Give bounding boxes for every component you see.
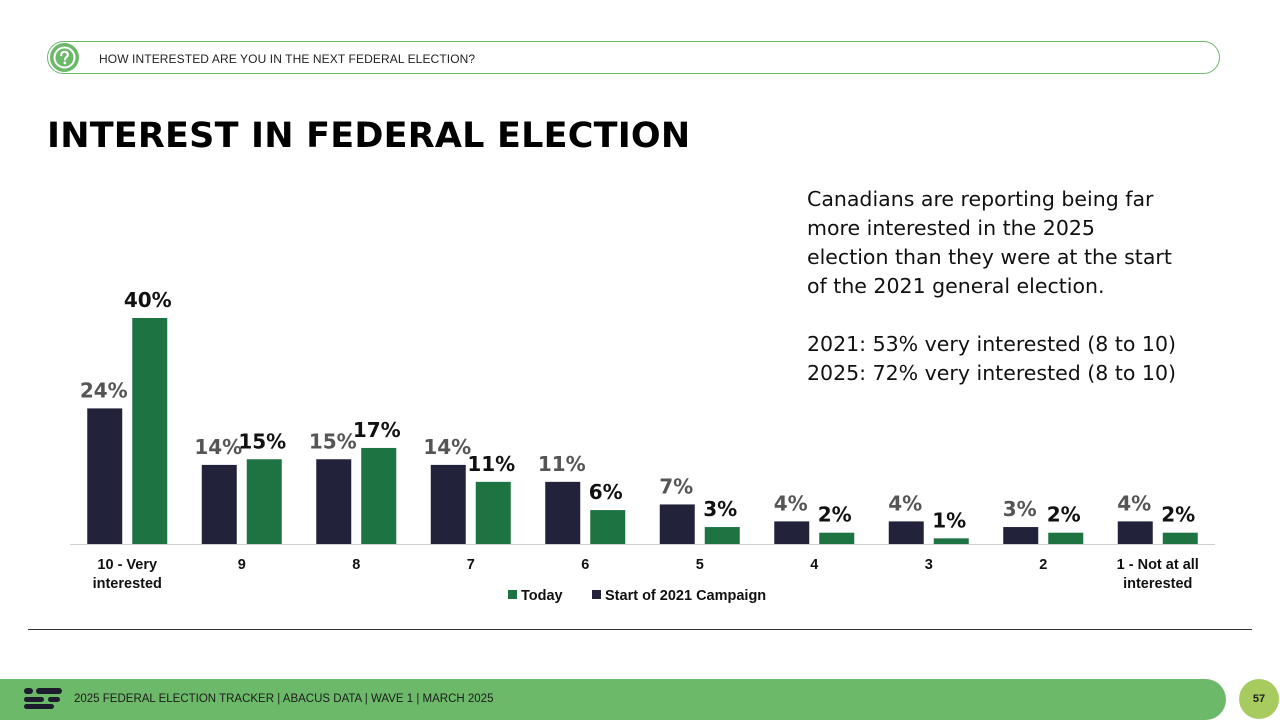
x-tick-label: 6 <box>581 557 589 573</box>
legend-swatch <box>592 590 601 599</box>
x-tick-label: 2 <box>1039 557 1047 573</box>
divider <box>28 629 1252 630</box>
bar-2021 <box>430 464 466 544</box>
insight-text: Canadians are reporting being far more i… <box>807 185 1187 388</box>
x-tick-label: 5 <box>696 557 704 573</box>
x-tick-label: 9 <box>238 557 246 573</box>
bar-today <box>1162 532 1198 544</box>
legend-label: Today <box>521 588 563 604</box>
insight-stat-2025: 2025: 72% very interested (8 to 10) <box>807 361 1177 385</box>
abacus-logo-icon <box>24 688 64 715</box>
data-label-2021: 14% <box>423 435 471 459</box>
insight-line: election than they were at the start <box>807 245 1172 269</box>
bar-2021 <box>774 521 810 544</box>
data-label-today: 2% <box>1047 503 1081 527</box>
bar-today <box>132 318 168 544</box>
data-label-2021: 14% <box>194 435 242 459</box>
data-label-today: 11% <box>467 452 515 476</box>
bar-today <box>475 481 511 544</box>
bar-today <box>933 538 969 544</box>
bar-2021 <box>201 464 237 544</box>
data-label-2021: 4% <box>888 491 922 515</box>
data-label-today: 2% <box>1161 503 1195 527</box>
bar-today <box>819 532 855 544</box>
footer-text: 2025 FEDERAL ELECTION TRACKER | ABACUS D… <box>74 693 494 705</box>
x-tick-label: 4 <box>810 557 818 573</box>
x-tick-label: 3 <box>925 557 933 573</box>
question-text: HOW INTERESTED ARE YOU IN THE NEXT FEDER… <box>99 52 476 66</box>
bar-2021 <box>545 481 581 544</box>
data-label-2021: 4% <box>1117 491 1151 515</box>
data-label-today: 17% <box>353 418 401 442</box>
bar-2021 <box>659 504 695 544</box>
page-title: INTEREST IN FEDERAL ELECTION <box>47 116 691 156</box>
page-number: 57 <box>1239 679 1279 719</box>
data-label-today: 1% <box>932 508 966 532</box>
x-tick-label: 1 - Not at all interested <box>1117 557 1199 592</box>
data-label-today: 2% <box>818 503 852 527</box>
question-bar: HOW INTERESTED ARE YOU IN THE NEXT FEDER… <box>47 41 1220 74</box>
bar-today <box>704 527 740 544</box>
bar-2021 <box>1003 527 1039 544</box>
footer: 2025 FEDERAL ELECTION TRACKER | ABACUS D… <box>0 679 1226 720</box>
data-label-today: 6% <box>589 480 623 504</box>
data-label-2021: 7% <box>659 474 693 498</box>
data-label-today: 15% <box>238 429 286 453</box>
insight-line: more interested in the 2025 <box>807 216 1095 240</box>
data-label-today: 3% <box>703 497 737 521</box>
data-label-today: 40% <box>124 288 172 312</box>
bar-chart: 24%40%10 - Very interested14%15%915%17%81… <box>70 288 1215 604</box>
data-label-2021: 15% <box>309 429 357 453</box>
bar-2021 <box>316 459 352 544</box>
legend-label: Start of 2021 Campaign <box>605 588 766 604</box>
data-label-2021: 4% <box>774 491 808 515</box>
question-mark-icon <box>50 43 79 72</box>
bar-2021 <box>888 521 924 544</box>
insight-line: of the 2021 general election. <box>807 274 1105 298</box>
x-tick-label: 8 <box>352 557 360 573</box>
legend-swatch <box>508 590 517 599</box>
insight-stat-2021: 2021: 53% very interested (8 to 10) <box>807 332 1177 356</box>
x-tick-label: 10 - Very interested <box>93 557 162 592</box>
data-label-2021: 3% <box>1003 497 1037 521</box>
bar-today <box>361 447 397 544</box>
bar-today <box>1048 532 1084 544</box>
bar-2021 <box>1117 521 1153 544</box>
bar-2021 <box>87 408 123 544</box>
bar-today <box>246 459 282 544</box>
data-label-2021: 11% <box>538 452 586 476</box>
data-label-2021: 24% <box>80 378 128 402</box>
x-tick-label: 7 <box>467 557 475 573</box>
insight-line: Canadians are reporting being far <box>807 187 1154 211</box>
bar-today <box>590 510 626 544</box>
